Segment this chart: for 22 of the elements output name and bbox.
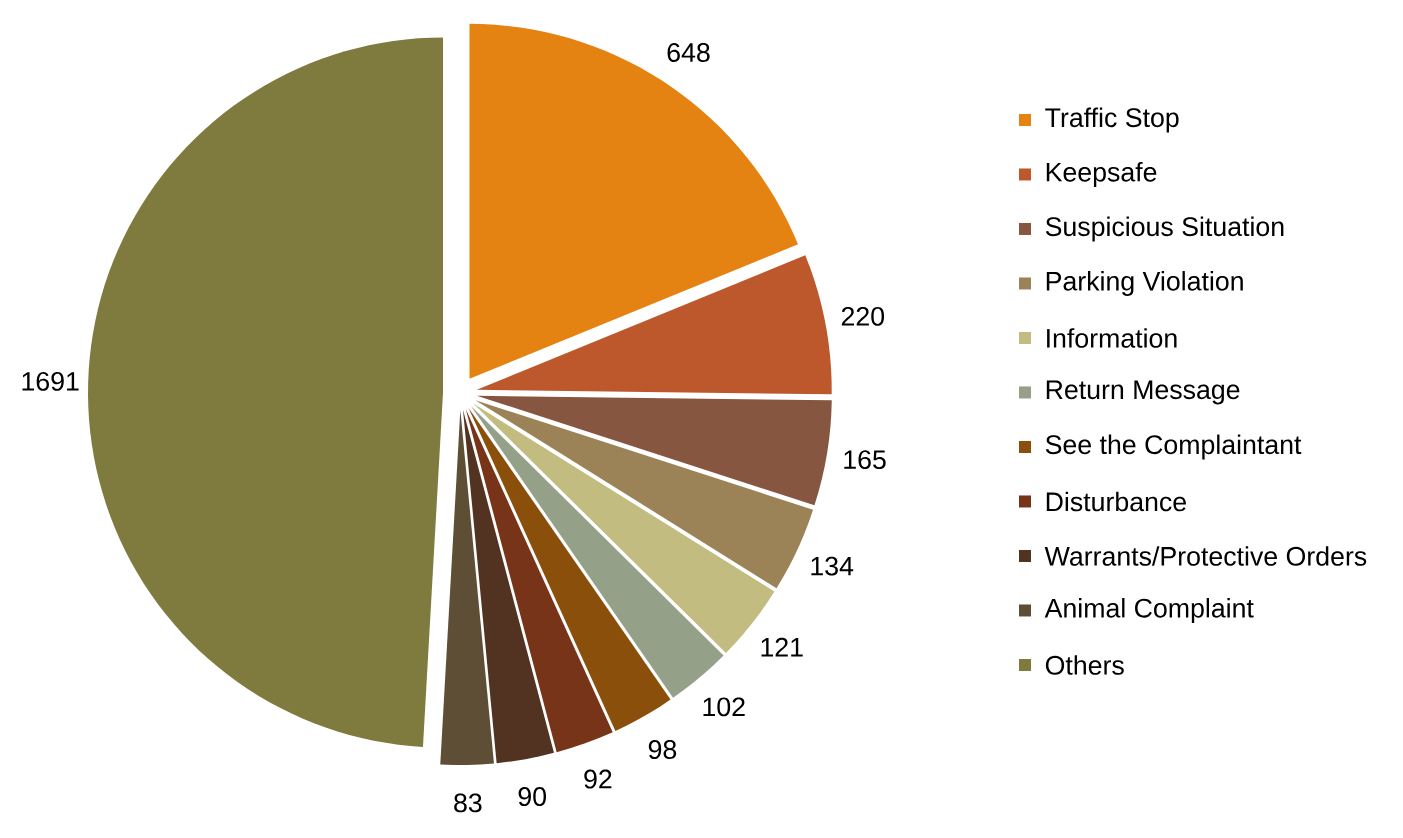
data-label: 220 [841,306,885,326]
data-label: 83 [454,793,482,813]
legend-label: Traffic Stop [1045,107,1179,133]
legend-label: Information [1047,328,1177,348]
data-label: 98 [648,740,677,760]
legend-label: See the Complaintant [1045,434,1302,460]
legend-label: Disturbance [1046,491,1186,512]
data-label: 165 [844,450,886,470]
data-label: 134 [811,556,854,576]
data-label: 648 [667,43,710,63]
data-label: 92 [584,769,612,789]
data-label: 102 [703,697,745,717]
legend-label: Animal Complaint [1044,598,1254,623]
legend-label: Return Message [1046,380,1240,405]
legend-label: Suspicious Situation [1045,216,1284,242]
legend-label: Parking Violation [1046,271,1243,296]
legend-label: Keepsafe [1046,162,1157,187]
data-label: 121 [761,637,803,657]
legend-label: Others [1045,655,1124,675]
data-label: 1691 [22,371,79,391]
legend-label: Warrants/Protective Orders [1044,546,1367,566]
data-label: 90 [518,787,547,807]
